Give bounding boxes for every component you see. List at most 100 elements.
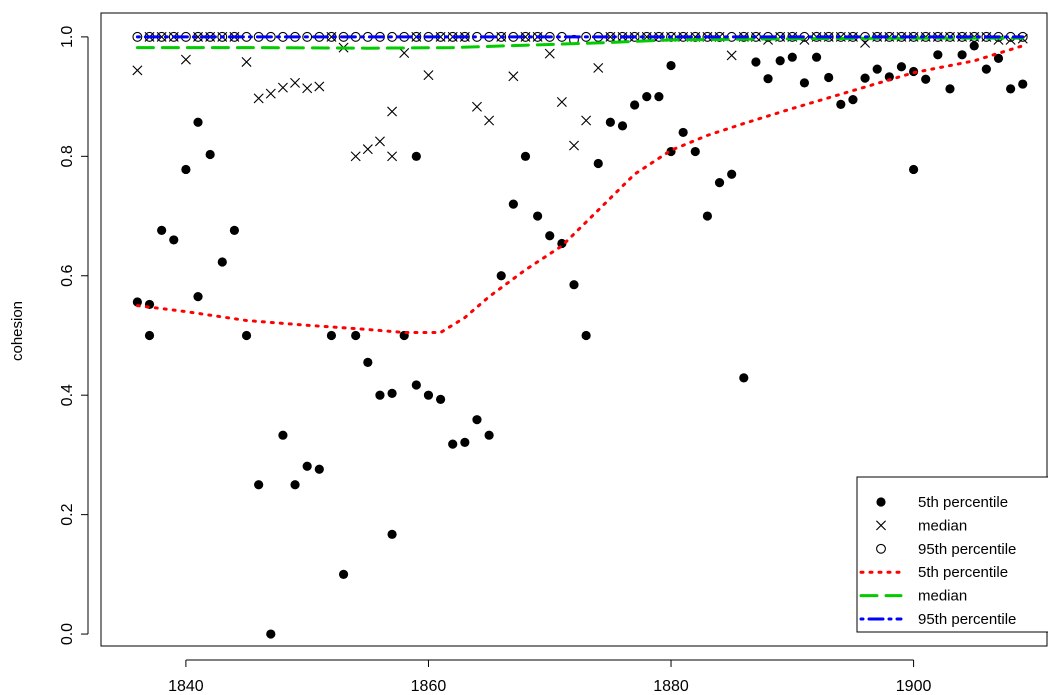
data-point: [581, 31, 592, 42]
data-point: [654, 92, 664, 102]
data-point: [266, 629, 276, 639]
y-tick-label: 0.0: [59, 623, 76, 645]
data-point: [957, 50, 967, 60]
data-point: [945, 84, 955, 94]
data-point: [314, 464, 324, 474]
data-point: [217, 31, 228, 42]
data-point: [205, 149, 215, 160]
data-point: [423, 390, 434, 400]
data-point: [993, 53, 1004, 63]
data-point: [496, 271, 506, 281]
data-point: [811, 52, 822, 62]
data-point: [908, 164, 919, 175]
data-point: [533, 211, 543, 221]
data-point: [169, 235, 179, 245]
legend: 5th percentile median 95th percentile 5th p…: [856, 476, 1048, 633]
data-point: [933, 50, 943, 60]
legend-label: median: [918, 517, 967, 534]
data-point: [751, 57, 761, 67]
legend-box: [856, 476, 1048, 633]
data-point: [690, 146, 700, 157]
data-point: [630, 100, 640, 110]
data-point: [241, 330, 252, 341]
data-point: [290, 480, 300, 490]
data-point: [387, 529, 397, 539]
data-point: [277, 82, 288, 93]
data-point: [763, 74, 773, 84]
data-point: [362, 144, 373, 155]
x-tick-label: 1900: [896, 678, 932, 695]
legend-key: [876, 497, 886, 507]
data-point: [423, 70, 434, 81]
data-point: [484, 430, 494, 440]
data-point: [350, 151, 361, 162]
plot-frame: [100, 12, 1048, 647]
data-point: [678, 127, 688, 138]
data-point: [617, 121, 628, 131]
data-point: [265, 88, 276, 99]
data-point: [351, 330, 361, 341]
data-point: [302, 461, 312, 471]
data-point: [157, 225, 167, 235]
data-point: [921, 74, 931, 84]
data-point: [727, 169, 737, 179]
data-point: [860, 73, 870, 83]
data-point: [338, 569, 349, 579]
data-point: [435, 394, 446, 404]
data-point: [666, 60, 676, 71]
data-point: [180, 54, 191, 65]
data-point: [363, 357, 373, 367]
data-point: [326, 330, 337, 341]
axis-layer: 1840 1860 1880 1900 0.0 0.2 0.4 0.6 0.8 1.0: [59, 26, 931, 695]
data-point: [399, 48, 410, 58]
data-point: [484, 115, 495, 126]
data-point: [739, 373, 749, 383]
data-point: [556, 96, 567, 107]
data-point: [836, 99, 846, 109]
data-point: [375, 390, 385, 400]
y-tick-label: 0.6: [59, 265, 76, 287]
data-point: [569, 280, 579, 290]
data-point: [193, 117, 203, 127]
data-point: [1006, 84, 1016, 94]
data-point: [605, 117, 615, 127]
data-point: [448, 439, 458, 449]
y-tick-label: 0.4: [59, 384, 76, 406]
data-point: [775, 56, 785, 66]
data-point: [314, 81, 325, 92]
x-tick-label: 1880: [653, 678, 689, 695]
legend-label: median: [918, 588, 967, 605]
data-point: [471, 101, 482, 112]
data-point: [581, 330, 591, 341]
data-point: [411, 151, 421, 161]
data-point: [581, 115, 592, 126]
data-point: [302, 31, 313, 42]
data-point: [787, 52, 797, 62]
data-point: [569, 140, 579, 151]
data-point: [726, 50, 737, 61]
data-point: [642, 92, 652, 102]
data-point: [132, 31, 143, 42]
x-tick-label: 1840: [168, 678, 204, 695]
data-point: [254, 480, 264, 490]
data-point: [253, 93, 264, 104]
data-point: [229, 225, 240, 235]
data-point: [132, 297, 142, 307]
data-point: [411, 380, 421, 390]
y-tick-label: 1.0: [59, 26, 76, 48]
data-point: [132, 65, 143, 76]
data-point: [387, 388, 397, 398]
data-point: [520, 151, 531, 161]
data-point: [714, 177, 725, 188]
data-point: [508, 199, 518, 209]
legend-key: [876, 543, 886, 554]
legend-label: 95th percentile: [918, 541, 1016, 558]
data-point: [302, 83, 313, 94]
data-point: [374, 136, 385, 147]
data-point: [702, 211, 713, 221]
data-point: [593, 62, 604, 73]
data-point: [278, 430, 288, 440]
data-point: [472, 415, 482, 425]
data-point: [981, 64, 991, 74]
